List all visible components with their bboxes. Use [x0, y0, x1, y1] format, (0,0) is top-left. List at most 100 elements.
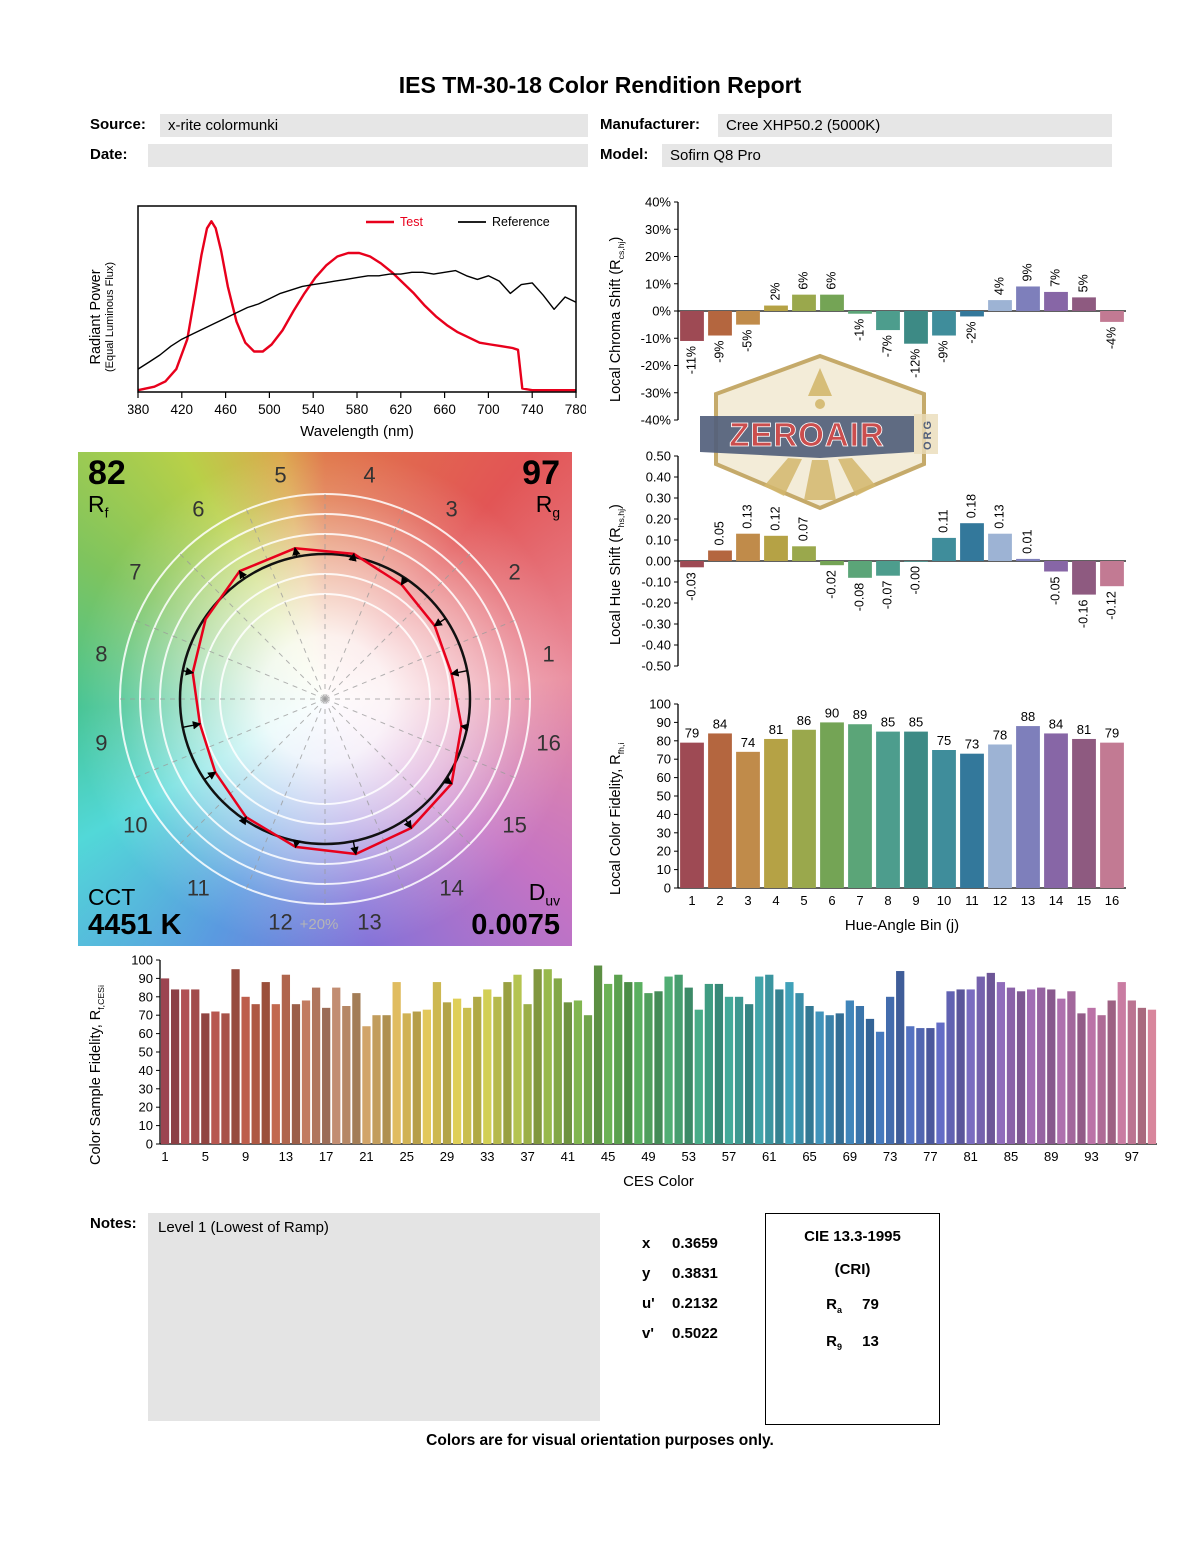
chromaticity-block: x 0.3659 y 0.3831 u' 0.2132 v' 0.5022	[642, 1235, 718, 1355]
svg-text:9: 9	[242, 1149, 249, 1164]
svg-text:500: 500	[258, 402, 281, 417]
svg-text:-40%: -40%	[641, 413, 672, 428]
svg-text:80: 80	[139, 989, 153, 1004]
chromaticity-row: u' 0.2132	[642, 1295, 718, 1312]
manufacturer-field[interactable]: Cree XHP50.2 (5000K)	[718, 114, 1112, 137]
svg-text:-0.02: -0.02	[824, 570, 838, 599]
svg-text:5: 5	[202, 1149, 209, 1164]
svg-text:20%: 20%	[645, 249, 671, 264]
notes-box[interactable]: Level 1 (Lowest of Ramp)	[148, 1213, 600, 1421]
svg-text:780: 780	[565, 402, 586, 417]
svg-text:Hue-Angle Bin (j): Hue-Angle Bin (j)	[845, 917, 959, 934]
svg-text:-0.40: -0.40	[641, 638, 671, 653]
svg-text:-2%: -2%	[964, 321, 978, 343]
date-label: Date:	[90, 146, 128, 163]
svg-text:81: 81	[769, 722, 783, 737]
svg-text:-9%: -9%	[712, 341, 726, 363]
svg-text:4%: 4%	[992, 277, 1006, 295]
svg-text:740: 740	[521, 402, 544, 417]
svg-text:17: 17	[319, 1149, 333, 1164]
chroma-shift-y-axis-label: Local Chroma Shift (Rcs,hj)	[608, 236, 626, 402]
svg-text:30: 30	[139, 1081, 153, 1096]
svg-text:20: 20	[657, 844, 671, 859]
svg-text:13: 13	[1021, 893, 1035, 908]
notes-label: Notes:	[90, 1215, 137, 1232]
svg-text:7: 7	[856, 893, 863, 908]
svg-text:45: 45	[601, 1149, 615, 1164]
svg-text:-20%: -20%	[641, 358, 672, 373]
svg-text:6%: 6%	[824, 272, 838, 290]
svg-text:-0.16: -0.16	[1076, 600, 1090, 629]
svg-text:79: 79	[1105, 726, 1119, 741]
local-fidelity-y-axis-label: Local Color Fidelity, Rfh,i	[608, 742, 626, 895]
svg-text:21: 21	[359, 1149, 373, 1164]
svg-text:540: 540	[302, 402, 325, 417]
svg-text:9%: 9%	[1020, 263, 1034, 281]
svg-text:73: 73	[965, 737, 979, 752]
svg-text:700: 700	[477, 402, 500, 417]
svg-text:81: 81	[1077, 722, 1091, 737]
svg-text:0.11: 0.11	[936, 509, 950, 532]
svg-text:-1%: -1%	[852, 319, 866, 341]
footer-note: Colors are for visual orientation purpos…	[426, 1432, 774, 1449]
svg-text:50: 50	[139, 1045, 153, 1060]
svg-text:84: 84	[713, 716, 727, 731]
chromaticity-row: y 0.3831	[642, 1265, 718, 1282]
svg-text:15: 15	[502, 813, 526, 838]
svg-text:-0.30: -0.30	[641, 617, 671, 632]
cri-title: CIE 13.3-1995	[804, 1228, 901, 1245]
local-hue-shift-chart: 0.50 0.40 0.30 0.20 0.10 0.00 -0.10 -0.20 -0.30 -…	[641, 449, 1126, 674]
svg-text:16: 16	[1105, 893, 1119, 908]
svg-text:0: 0	[664, 881, 671, 896]
svg-text:1: 1	[542, 642, 554, 667]
cri-subtitle: (CRI)	[834, 1261, 871, 1278]
svg-text:-0.10: -0.10	[641, 575, 671, 590]
svg-text:69: 69	[843, 1149, 857, 1164]
svg-text:85: 85	[909, 715, 923, 730]
svg-text:49: 49	[641, 1149, 655, 1164]
svg-text:420: 420	[171, 402, 194, 417]
svg-text:16: 16	[536, 730, 560, 755]
rg-score: 97 Rg	[522, 454, 560, 521]
svg-text:660: 660	[433, 402, 456, 417]
model-field[interactable]: Sofirn Q8 Pro	[662, 144, 1112, 167]
svg-text:97: 97	[1125, 1149, 1139, 1164]
svg-text:-0.03: -0.03	[684, 572, 698, 601]
svg-text:89: 89	[1044, 1149, 1058, 1164]
svg-text:12: 12	[268, 910, 292, 935]
svg-text:-0.00: -0.00	[908, 566, 922, 595]
svg-text:0.12: 0.12	[768, 506, 782, 530]
svg-text:15: 15	[1077, 893, 1091, 908]
svg-text:380: 380	[128, 402, 149, 417]
source-field[interactable]: x-rite colormunki	[160, 114, 588, 137]
svg-text:10: 10	[139, 1118, 153, 1133]
spd-chart: 380 420 460 500 540 580 620 660 700 740 780 Wavelen…	[128, 205, 586, 440]
svg-text:8: 8	[95, 642, 107, 667]
svg-text:10: 10	[123, 813, 147, 838]
svg-text:-0.50: -0.50	[641, 659, 671, 674]
svg-text:-12%: -12%	[908, 349, 922, 378]
svg-text:Test: Test	[400, 215, 423, 229]
svg-text:60: 60	[657, 770, 671, 785]
svg-text:100: 100	[131, 953, 153, 968]
svg-text:81: 81	[963, 1149, 977, 1164]
svg-text:-7%: -7%	[880, 335, 894, 357]
rf-score: 82 Rf	[88, 454, 126, 521]
svg-text:61: 61	[762, 1149, 776, 1164]
svg-text:-0.05: -0.05	[1048, 576, 1062, 605]
svg-text:-30%: -30%	[641, 385, 672, 400]
date-field[interactable]	[148, 144, 588, 167]
svg-text:12: 12	[993, 893, 1007, 908]
svg-text:2: 2	[508, 559, 520, 584]
svg-text:0.40: 0.40	[646, 470, 671, 485]
model-label: Model:	[600, 146, 649, 163]
local-chroma-shift-chart: 40% 30% 20% 10% 0% -10% -20% -30% -40% -11% -9% -5%…	[641, 195, 1126, 428]
svg-text:0.01: 0.01	[1020, 530, 1034, 554]
svg-text:-11%: -11%	[684, 346, 698, 374]
svg-text:-10%: -10%	[641, 331, 672, 346]
svg-text:90: 90	[657, 715, 671, 730]
svg-text:8: 8	[884, 893, 891, 908]
svg-text:25: 25	[399, 1149, 413, 1164]
chromaticity-row: x 0.3659	[642, 1235, 718, 1252]
svg-text:11: 11	[965, 893, 979, 908]
